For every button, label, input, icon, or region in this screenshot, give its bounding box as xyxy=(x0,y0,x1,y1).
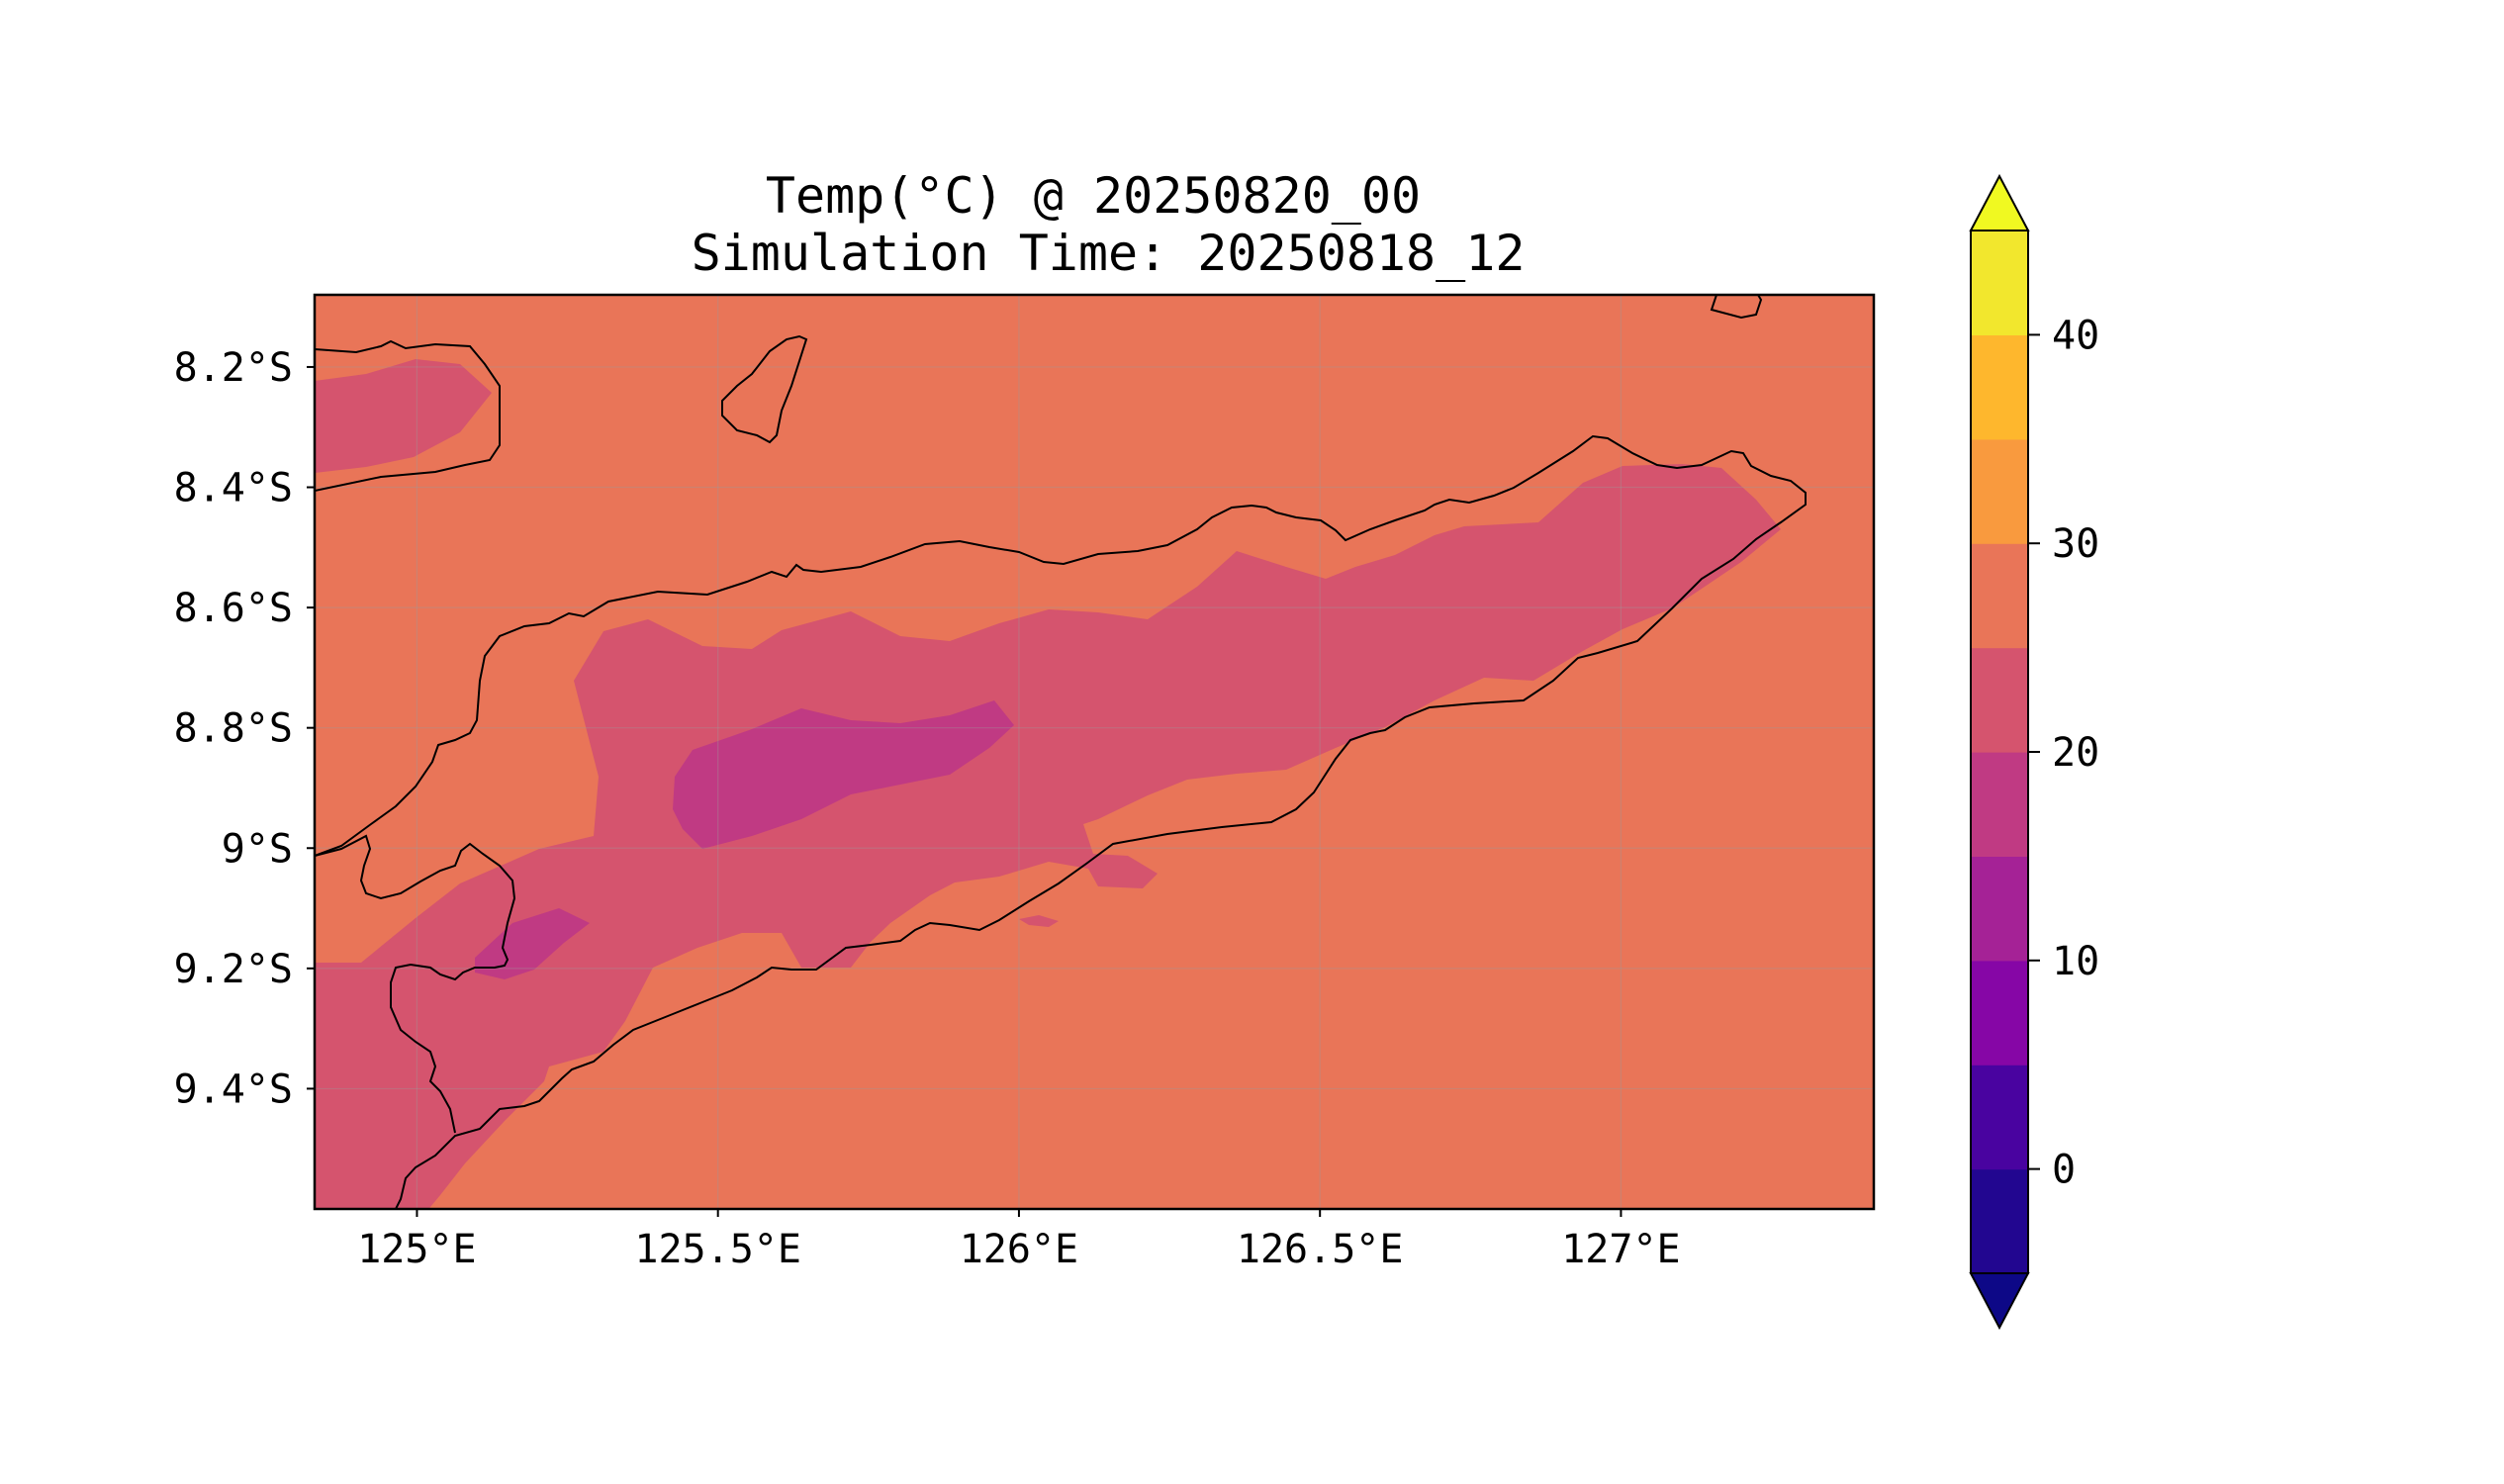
contour-15-20-small-1 xyxy=(1019,915,1059,927)
colorbar-segment xyxy=(1971,543,2028,649)
colorbar-segment xyxy=(1971,438,2028,544)
coastline-small-island-north xyxy=(721,334,808,444)
colorbar-segment xyxy=(1971,856,2028,962)
coastlines xyxy=(315,295,1807,1209)
x-tick-label: 125.5°E xyxy=(634,1227,801,1272)
contour-20-25-timor-main xyxy=(315,464,1781,1209)
colorbar-tick-label: 10 xyxy=(2052,939,2099,984)
y-tick-label: 9.4°S xyxy=(174,1067,293,1112)
x-tick-label: 126.5°E xyxy=(1237,1227,1404,1272)
y-tick-label: 8.4°S xyxy=(174,466,293,511)
colorbar-segment xyxy=(1971,1065,2028,1170)
temperature-contour-fills xyxy=(315,359,1781,1209)
map-title-line1: Temp(°C) @ 20250820_00 xyxy=(766,167,1421,225)
colorbar-extend-over xyxy=(1969,173,2030,232)
colorbar-segment xyxy=(1971,231,2028,335)
x-tick-label: 127°E xyxy=(1561,1227,1680,1272)
contour-20-25-west-island xyxy=(315,359,492,473)
colorbar-tick-label: 20 xyxy=(2052,730,2099,776)
colorbar-extend-under xyxy=(1969,1272,2030,1331)
colorbar-segment xyxy=(1971,334,2028,440)
contour-15-20-southwest xyxy=(475,908,590,979)
coastline-north-west-island xyxy=(315,339,501,492)
map-title-line2: Simulation Time: 20250818_12 xyxy=(692,225,1526,282)
colorbar-segment xyxy=(1971,647,2028,753)
y-axis-ticks: 8.2°S 8.4°S 8.6°S 8.8°S 9°S 9.2°S 9.4°S xyxy=(174,345,315,1112)
coastline-tiny-island-ne xyxy=(1710,295,1763,320)
coastline-timor-north xyxy=(315,434,1807,1209)
colorbar: 0 10 20 30 40 xyxy=(1969,173,2099,1331)
colorbar-segment xyxy=(1971,752,2028,857)
y-tick-label: 8.8°S xyxy=(174,706,293,752)
y-tick-label: 8.6°S xyxy=(174,586,293,631)
colorbar-tick-label: 40 xyxy=(2052,313,2099,358)
colorbar-segment xyxy=(1971,960,2028,1066)
x-tick-label: 125°E xyxy=(357,1227,476,1272)
y-tick-label: 9.2°S xyxy=(174,947,293,992)
contour-15-20-central xyxy=(673,700,1014,849)
y-tick-label: 9°S xyxy=(222,826,293,872)
x-tick-label: 126°E xyxy=(960,1227,1078,1272)
coastline-timor-west-bay xyxy=(315,834,516,1134)
map-frame xyxy=(313,293,1876,1211)
map-panel: 125°E 125.5°E 126°E 126.5°E 127°E 8.2°S 8.4°S… xyxy=(174,293,1876,1272)
colorbar-tick-label: 30 xyxy=(2052,521,2099,567)
y-tick-label: 8.2°S xyxy=(174,345,293,391)
colorbar-segment xyxy=(1971,1168,2028,1274)
x-axis-ticks: 125°E 125.5°E 126°E 126.5°E 127°E xyxy=(357,1209,1681,1272)
colorbar-tick-label: 0 xyxy=(2052,1148,2076,1193)
